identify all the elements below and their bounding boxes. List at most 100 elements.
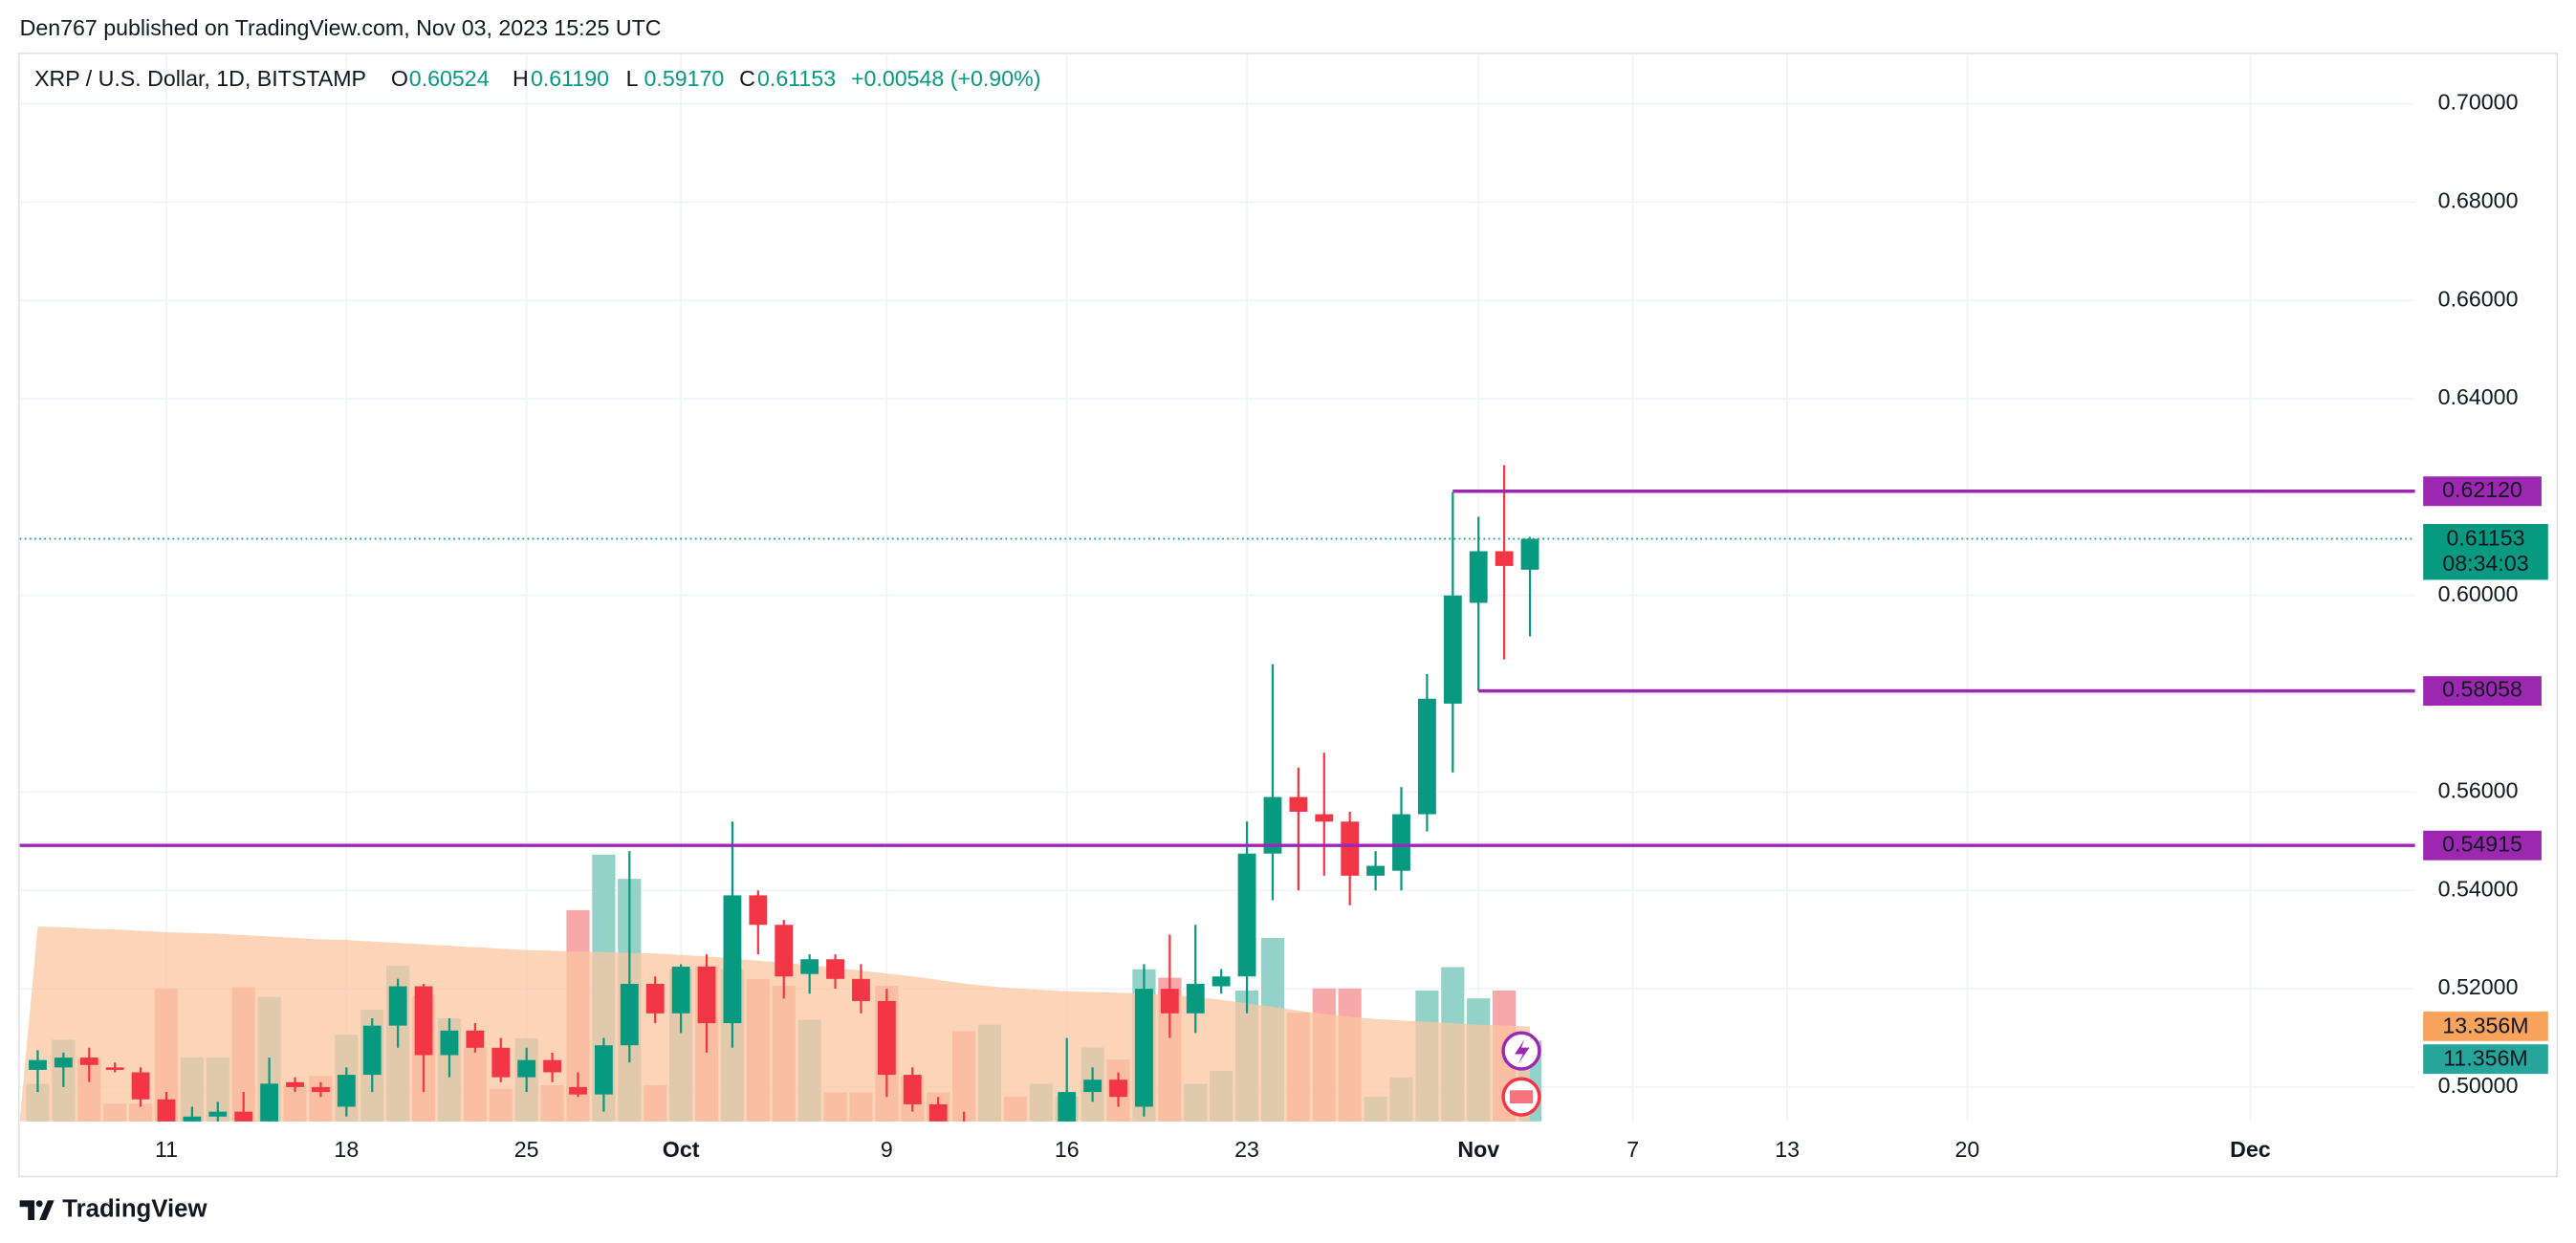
candle-body — [1160, 989, 1179, 1014]
x-tick-label: Oct — [663, 1137, 700, 1162]
x-tick-label: 18 — [334, 1137, 359, 1162]
y-tick-label: 0.52000 — [2438, 974, 2519, 999]
flag — [1509, 1090, 1533, 1104]
candle-body — [543, 1059, 562, 1073]
candle-body — [105, 1067, 124, 1070]
o-key: O — [391, 66, 408, 91]
x-tick-label: 25 — [514, 1137, 539, 1162]
change: +0.00548 (+0.90%) — [851, 66, 1040, 91]
candle-body — [928, 1103, 948, 1122]
candle-body — [183, 1116, 202, 1122]
candle-body — [54, 1058, 73, 1068]
candle-body — [208, 1111, 228, 1117]
y-tick-label: 0.56000 — [2438, 778, 2519, 803]
publisher: Den767 published on TradingView.com, Nov… — [20, 15, 662, 40]
x-tick-label: 23 — [1234, 1137, 1259, 1162]
volume-ma-label-bg — [2423, 1011, 2548, 1041]
candle-body — [131, 1072, 150, 1100]
level-label: 0.62120 — [2442, 477, 2522, 502]
candle-body — [312, 1086, 330, 1093]
chart-frame — [17, 52, 2559, 1178]
candle-body — [1495, 551, 1514, 566]
level-label-bg — [2423, 476, 2542, 507]
candle-body — [1417, 698, 1436, 815]
candle-body — [1366, 865, 1386, 876]
candle-body — [337, 1075, 356, 1107]
candle-body — [594, 1045, 613, 1095]
candle-body — [157, 1099, 176, 1122]
candle-body — [775, 925, 794, 977]
candle-body — [79, 1058, 98, 1065]
candle-body — [1443, 595, 1462, 704]
candle-body — [1109, 1079, 1127, 1098]
level-label-bg — [2423, 676, 2542, 707]
candle-body — [1315, 814, 1334, 822]
candle-body — [388, 986, 407, 1026]
candle-body — [1083, 1079, 1102, 1093]
x-tick-label: 16 — [1055, 1137, 1080, 1162]
countdown: 08:34:03 — [2442, 551, 2528, 576]
candle-body — [517, 1059, 536, 1078]
brand: TradingView — [62, 1195, 207, 1222]
x-tick-label: Nov — [1457, 1137, 1499, 1162]
x-tick-label: 7 — [1626, 1137, 1639, 1162]
candle-body — [1263, 796, 1282, 854]
x-tick-label: 11 — [155, 1137, 178, 1162]
candle-body — [826, 959, 844, 979]
l-key: L — [626, 66, 639, 91]
legend: XRP / U.S. Dollar, 1D, BITSTAMP O 0.6052… — [34, 66, 1040, 91]
x-tick-label: 9 — [881, 1137, 893, 1162]
candle-body — [362, 1025, 382, 1076]
candle-body — [1135, 989, 1153, 1107]
candle-body — [286, 1081, 304, 1087]
symbol: XRP / U.S. Dollar, 1D, BITSTAMP — [34, 66, 366, 91]
candle-body — [800, 959, 819, 974]
candle-body — [1212, 976, 1231, 987]
y-tick-label: 0.60000 — [2438, 581, 2519, 606]
c-value: 0.61153 — [757, 66, 836, 91]
candle-body — [234, 1111, 253, 1122]
x-tick-label: Dec — [2230, 1137, 2271, 1162]
candle-body — [620, 983, 639, 1046]
volume-label-bg — [2423, 1044, 2548, 1075]
candle-body — [466, 1030, 485, 1048]
x-tick-label: 20 — [1955, 1137, 1980, 1162]
candle-body — [645, 983, 665, 1014]
c-key: C — [739, 66, 755, 91]
candle-body — [1341, 821, 1360, 876]
y-tick-label: 0.64000 — [2438, 384, 2519, 409]
candle-body — [569, 1086, 587, 1095]
candle-body — [1469, 551, 1488, 603]
candle-body — [29, 1059, 47, 1070]
last-price-label: 0.61153 — [2446, 525, 2524, 550]
candle-body — [697, 966, 716, 1024]
h-value: 0.61190 — [531, 66, 609, 91]
logo-dot — [35, 1200, 43, 1208]
candle-body — [260, 1083, 279, 1122]
y-tick-label: 0.54000 — [2438, 876, 2519, 901]
candle-body — [749, 895, 768, 926]
candle-body — [852, 978, 870, 1001]
logo — [19, 1200, 55, 1220]
l-value: 0.59170 — [644, 66, 725, 91]
overlay: 11 18 25 Oct 9 16 23 Nov 7 13 20 Dec 0.50000 0.52000 0… — [19, 90, 2548, 1162]
o-value: 0.60524 — [409, 66, 490, 91]
bolt — [1515, 1039, 1530, 1064]
candle-body — [723, 895, 742, 1024]
icons — [1501, 1031, 1541, 1117]
candle-body — [491, 1047, 511, 1078]
y-tick-label: 0.66000 — [2438, 286, 2519, 311]
candle-body — [877, 1000, 896, 1076]
candle-body — [440, 1030, 459, 1056]
level-label-bg — [2423, 830, 2542, 861]
candle-body — [1289, 796, 1308, 812]
logo-mark — [19, 1200, 55, 1220]
y-tick-label: 0.50000 — [2438, 1073, 2519, 1098]
candle-body — [1520, 538, 1539, 570]
candle-body — [1058, 1092, 1077, 1122]
candle-body — [1392, 814, 1410, 871]
y-tick-label: 0.70000 — [2438, 90, 2519, 115]
volume-label: 11.356M — [2443, 1046, 2527, 1071]
volume-ma-label: 13.356M — [2442, 1013, 2528, 1037]
